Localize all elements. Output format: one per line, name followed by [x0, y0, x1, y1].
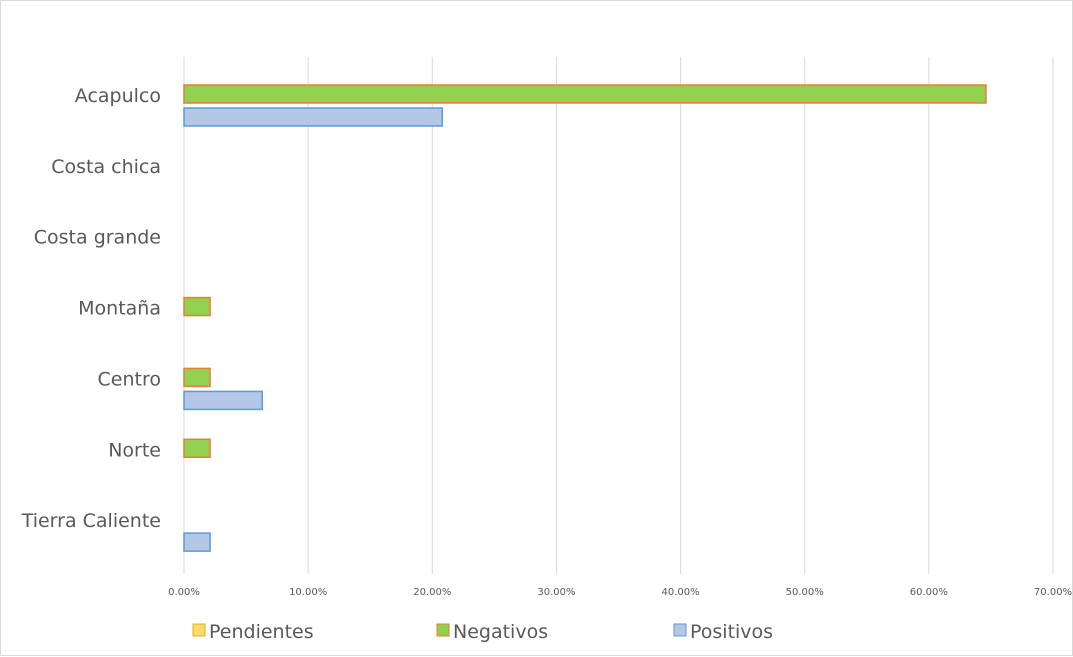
- x-tick-label: 40.00%: [662, 587, 700, 598]
- bar-negativos-montaña: [183, 296, 211, 317]
- category-label: Acapulco: [75, 85, 161, 107]
- category-label: Montaña: [78, 298, 161, 320]
- x-tick-label: 50.00%: [786, 587, 824, 598]
- x-tick-label: 20.00%: [413, 587, 451, 598]
- category-label: Centro: [98, 368, 161, 390]
- x-tick-label: 0.00%: [168, 587, 200, 598]
- legend-label-positivos: Positivos: [690, 621, 773, 643]
- category-label: Costa grande: [34, 227, 161, 249]
- category-label: Norte: [108, 439, 161, 461]
- bar-negativos-centro: [183, 367, 211, 388]
- legend-label-negativos: Negativos: [453, 621, 548, 643]
- bar-positivos-tierra-caliente: [183, 532, 211, 552]
- legend-label-pendientes: Pendientes: [209, 621, 314, 643]
- legend-swatch-pendientes: [192, 623, 206, 637]
- legend-swatch-negativos: [436, 623, 450, 637]
- category-labels: Acapulco Costa chica Costa grande Montaña Ce…: [21, 85, 161, 532]
- bar-positivos-centro: [183, 390, 263, 411]
- bar-positivos-acapulco: [183, 107, 443, 127]
- legend-swatch-positivos: [673, 623, 687, 637]
- gridlines: [183, 57, 1054, 574]
- x-tick-label: 30.00%: [537, 587, 575, 598]
- category-label: Costa chica: [51, 156, 161, 178]
- bars-group: [183, 84, 987, 552]
- x-tick-label: 70.00%: [1034, 587, 1072, 598]
- category-label: Tierra Caliente: [21, 510, 161, 532]
- bar-negativos-acapulco: [183, 84, 987, 104]
- bar-negativos-norte: [183, 438, 211, 459]
- x-tick-labels: 0.00% 10.00% 20.00% 30.00% 40.00% 50.00% 60.00…: [168, 587, 1072, 598]
- x-tick-label: 60.00%: [910, 587, 948, 598]
- x-tick-label: 10.00%: [289, 587, 327, 598]
- legend: Pendientes Negativos Positivos: [192, 621, 773, 643]
